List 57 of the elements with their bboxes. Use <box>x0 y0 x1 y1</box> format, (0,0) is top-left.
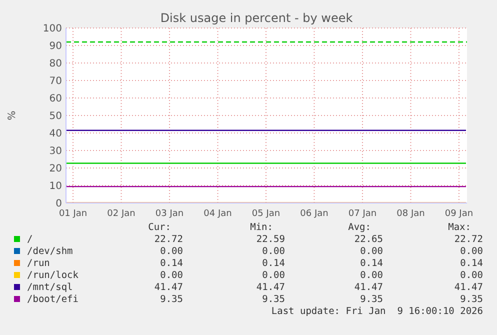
y-tick-label: 20 <box>49 164 62 174</box>
text: 41.47 <box>256 282 285 293</box>
y-tick-label: 90 <box>49 41 62 52</box>
x-tick-label: 03 Jan <box>155 209 184 219</box>
text: 0.00 <box>160 246 184 257</box>
chart-title: Disk usage in percent - by week <box>160 11 353 25</box>
legend-label: /dev/shm <box>27 246 74 257</box>
text: 0.00 <box>460 270 484 281</box>
text: 0.00 <box>262 270 286 281</box>
y-tick-label: 80 <box>49 58 62 70</box>
text: Min: <box>250 222 273 233</box>
x-tick-label: 04 Jan <box>204 209 232 219</box>
text: 9.35 <box>160 294 183 305</box>
y-tick-label: 40 <box>49 128 62 140</box>
text: Max: <box>448 222 471 233</box>
legend-label: /run <box>27 258 50 269</box>
text: 0.00 <box>160 270 184 281</box>
text: 9.35 <box>460 294 483 305</box>
text: 41.47 <box>454 282 483 293</box>
x-tick-label: 08 Jan <box>396 209 425 219</box>
x-tick-label: 07 Jan <box>348 209 377 219</box>
text: Last update: Fri Jan 9 16:00:10 2026 <box>271 306 484 317</box>
x-tick-label: 02 Jan <box>107 209 136 219</box>
text: 0.00 <box>360 246 384 257</box>
y-tick-label: 60 <box>49 94 62 104</box>
legend-label: /run/lock <box>27 270 79 281</box>
x-tick-label: 06 Jan <box>300 209 328 219</box>
text: 22.72 <box>154 234 183 245</box>
x-tick-label: 01 Jan <box>58 209 88 219</box>
text: 41.47 <box>354 282 383 293</box>
text: 22.72 <box>454 234 483 245</box>
text: 0.14 <box>262 258 286 269</box>
text: 22.59 <box>256 234 286 245</box>
text: 0.14 <box>360 258 384 269</box>
text: Avg: <box>348 222 371 233</box>
text: 0.00 <box>460 246 484 257</box>
text: 41.47 <box>154 282 183 293</box>
y-tick-label: 50 <box>49 111 62 122</box>
y-tick-label: 0 <box>56 198 62 210</box>
text: 0.14 <box>160 258 184 269</box>
legend-label: /boot/efi <box>27 294 79 305</box>
text: 0.00 <box>262 246 286 257</box>
legend-label: /mnt/sql <box>27 282 73 293</box>
legend-label: / <box>27 234 33 245</box>
x-tick-label: 05 Jan <box>252 209 280 219</box>
y-tick-label: 30 <box>49 146 62 157</box>
y-tick-label: 10 <box>49 181 62 192</box>
text: 22.65 <box>354 234 383 245</box>
y-tick-label: 70 <box>49 76 62 87</box>
text: 9.35 <box>360 294 383 305</box>
text: 9.35 <box>262 294 285 305</box>
x-tick-label: 09 Jan <box>444 209 474 219</box>
text: 0.00 <box>360 270 384 281</box>
y-tick-label: 100 <box>42 24 62 34</box>
y-axis-title: % <box>7 110 18 120</box>
text: Cur: <box>148 222 171 233</box>
text: 0.14 <box>460 258 484 269</box>
